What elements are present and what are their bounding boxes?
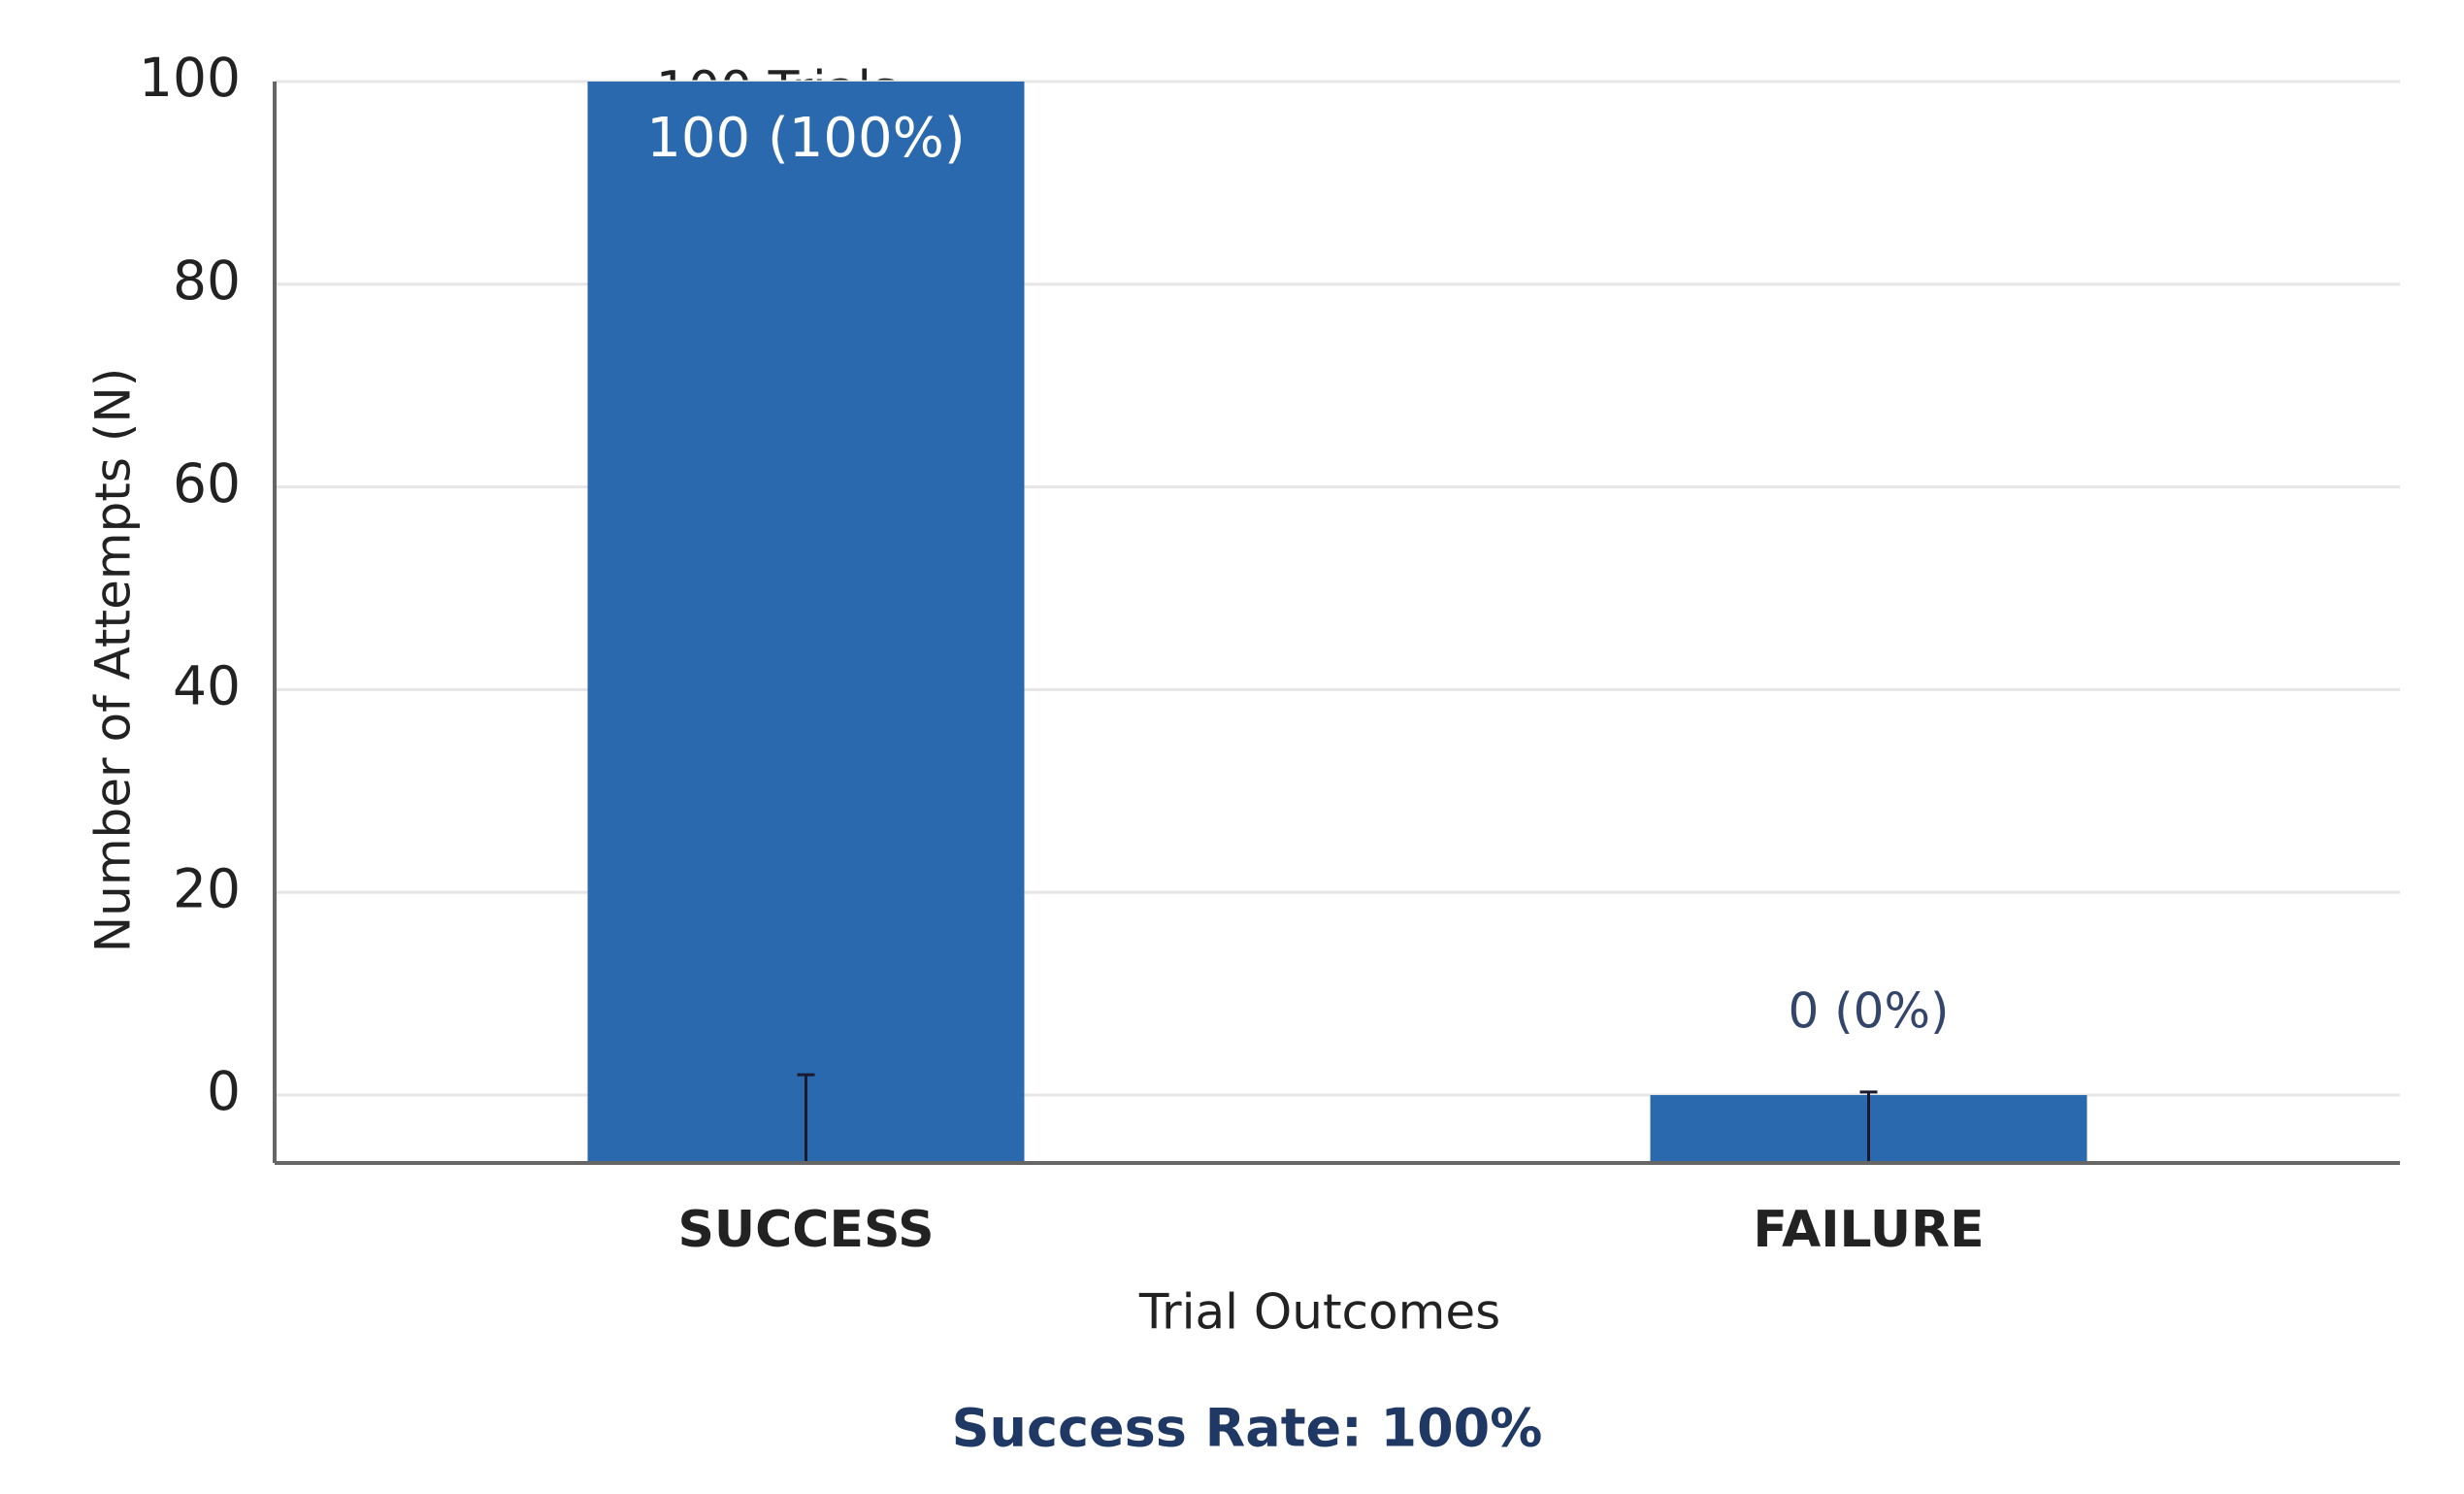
- y-tick-label: 20: [173, 857, 241, 919]
- y-tick-label: 0: [207, 1060, 241, 1122]
- value-label: 100 (100%): [646, 107, 965, 170]
- y-tick-label: 100: [139, 47, 241, 109]
- x-axis-title: Trial Outcomes: [1138, 1284, 1500, 1341]
- footer: Success Rate: 100%: [952, 1398, 1543, 1459]
- y-tick-label: 60: [173, 452, 241, 515]
- x-tick-label: FAILURE: [1753, 1201, 1984, 1259]
- bar: [587, 82, 1025, 1163]
- y-tick-label: 80: [173, 249, 241, 312]
- value-label: 0 (0%): [1788, 982, 1949, 1039]
- y-tick-label: 40: [173, 655, 241, 717]
- x-tick-label: SUCCESS: [677, 1201, 934, 1259]
- y-axis-title: Number of Attempts (N): [85, 368, 142, 953]
